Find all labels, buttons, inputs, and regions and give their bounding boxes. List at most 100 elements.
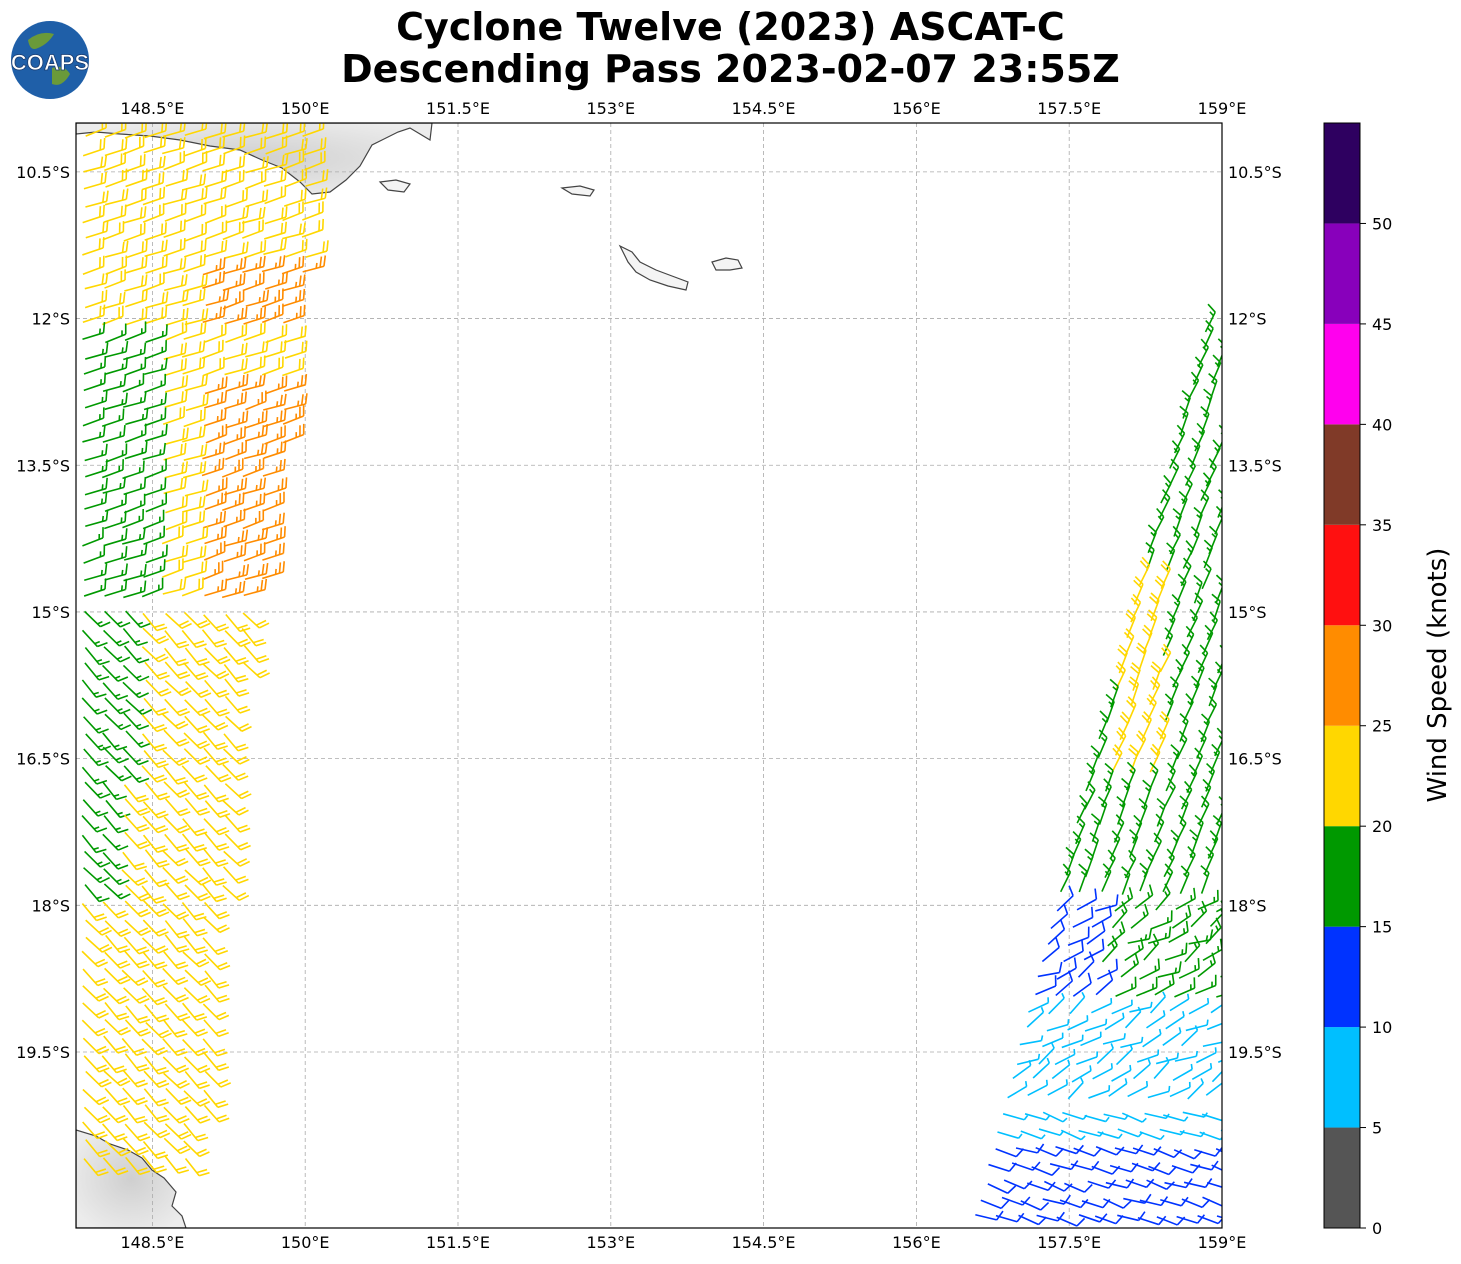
wind-barb <box>201 883 227 903</box>
chart-title-line2: Descending Pass 2023-02-07 23:55Z <box>341 47 1120 91</box>
wind-barb <box>164 187 188 206</box>
wind-barb <box>164 1123 192 1140</box>
wind-barb <box>222 220 245 241</box>
wind-barb <box>285 238 308 258</box>
wind-barb <box>1182 540 1194 569</box>
wind-barb <box>1146 1010 1166 1029</box>
wind-barb <box>102 424 126 443</box>
wind-barb <box>143 1070 170 1089</box>
wind-barb <box>104 1087 131 1106</box>
wind-barb <box>224 630 251 648</box>
wind-barb <box>143 135 167 154</box>
wind-barb <box>102 852 129 870</box>
wind-barb <box>264 206 288 225</box>
wind-barb <box>223 748 250 765</box>
colorbar-bin <box>1324 1027 1360 1128</box>
wind-barb <box>104 123 127 138</box>
wind-barb <box>222 763 249 781</box>
wind-barb <box>1201 1113 1222 1122</box>
wind-barb <box>1064 1182 1093 1193</box>
wind-barb <box>1181 1025 1199 1047</box>
wind-barb <box>85 190 109 208</box>
wind-barb <box>83 155 108 173</box>
wind-barb <box>144 291 169 309</box>
colorbar-bin <box>1324 524 1360 626</box>
wind-barb <box>1136 642 1147 672</box>
lon-tick-label-top: 157.5°E <box>1037 99 1101 118</box>
wind-barb <box>101 459 124 479</box>
wind-barb <box>163 951 189 970</box>
wind-barb <box>164 661 191 680</box>
wind-barb <box>1002 1113 1029 1121</box>
wind-barb <box>263 340 287 359</box>
wind-barb <box>222 884 250 902</box>
wind-barb <box>205 288 230 307</box>
wind-barb <box>1103 1198 1132 1209</box>
lon-tick-label-top: 156°E <box>892 99 941 118</box>
wind-barb <box>1091 998 1113 1014</box>
wind-barb <box>184 479 209 497</box>
wind-barb <box>1169 440 1181 469</box>
wind-barb <box>184 222 207 242</box>
wind-barb <box>81 903 107 922</box>
wind-barb <box>102 305 124 326</box>
wind-barb <box>183 782 210 800</box>
wind-barb <box>102 732 128 751</box>
wind-barb <box>1211 593 1221 623</box>
wind-barb <box>282 150 305 171</box>
wind-barb <box>1116 796 1126 825</box>
wind-barb <box>1139 862 1149 892</box>
wind-barb <box>1169 525 1181 555</box>
map-frame <box>75 122 1223 1229</box>
wind-barb <box>1164 1178 1193 1189</box>
wind-barb <box>1164 777 1176 807</box>
wind-barb <box>144 849 170 868</box>
wind-barb <box>184 308 209 326</box>
wind-barb <box>125 610 151 629</box>
wind-barb <box>202 153 226 172</box>
wind-barb <box>223 733 249 752</box>
wind-barb <box>225 323 248 344</box>
wind-barb <box>162 123 187 138</box>
wind-barb <box>204 376 228 395</box>
wind-barb <box>104 610 131 628</box>
wind-barb <box>1146 1179 1175 1191</box>
wind-barb <box>1117 1128 1143 1138</box>
wind-barb <box>1090 813 1101 842</box>
colorbar-bin <box>1324 625 1360 726</box>
wind-barb <box>1042 1111 1068 1123</box>
wind-barb <box>205 220 228 240</box>
wind-barb <box>225 715 252 732</box>
wind-barb <box>141 1038 168 1056</box>
wind-barb <box>1172 508 1182 537</box>
wind-barb <box>1088 1085 1111 1099</box>
wind-barb <box>1216 1215 1222 1223</box>
wind-barb <box>283 325 307 344</box>
wind-barb <box>1120 952 1140 978</box>
lat-tick-label-left: 12°S <box>31 310 70 329</box>
wind-barb <box>264 185 287 205</box>
wind-barb <box>84 563 108 581</box>
wind-barb <box>122 508 144 529</box>
wind-barb <box>1036 1211 1065 1222</box>
wind-barb <box>142 203 165 223</box>
wind-barb <box>224 695 251 714</box>
wind-barb <box>1111 901 1128 929</box>
wind-barb <box>121 869 148 886</box>
wind-barb <box>182 918 208 937</box>
lat-tick-label-left: 19.5°S <box>16 1043 70 1062</box>
wind-barb <box>163 766 189 785</box>
wind-barb <box>122 747 149 766</box>
wind-barb <box>1097 796 1108 825</box>
wind-barb <box>995 1212 1025 1223</box>
wind-barb <box>82 1121 108 1140</box>
colorbar-bin <box>1324 1127 1360 1228</box>
lon-tick-label-bottom: 150°E <box>281 1233 330 1252</box>
wind-barb <box>245 410 268 429</box>
wind-barb <box>122 460 145 480</box>
wind-barb <box>262 458 286 477</box>
wind-barb <box>1209 900 1222 927</box>
wind-barb <box>1111 999 1133 1015</box>
wind-barb <box>223 664 249 683</box>
wind-barb <box>1191 1063 1213 1081</box>
